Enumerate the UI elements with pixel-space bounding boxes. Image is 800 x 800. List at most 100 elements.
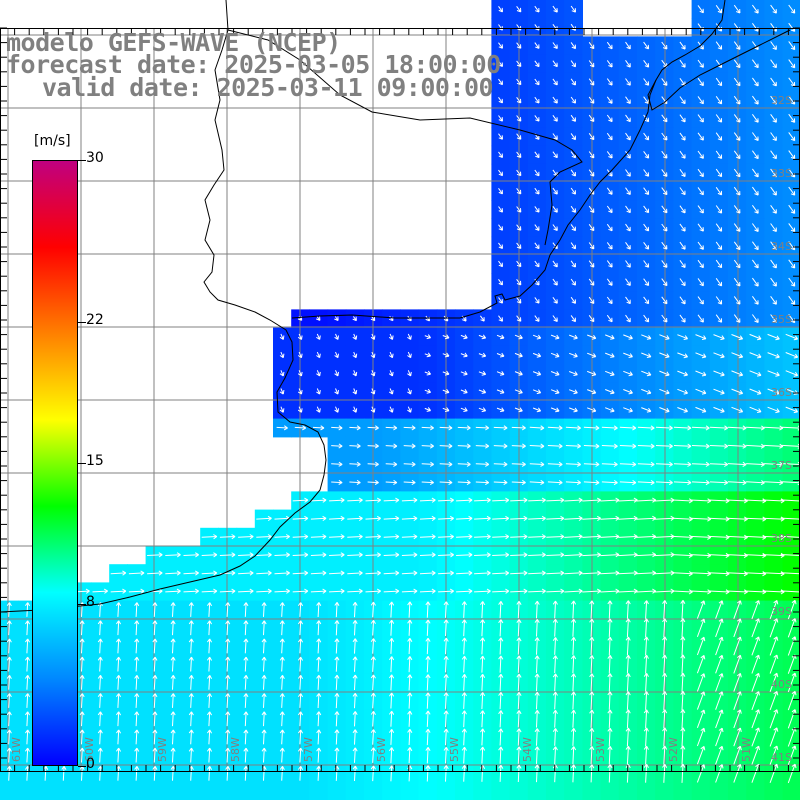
wind-arrow — [589, 709, 595, 728]
wind-arrow — [731, 406, 744, 413]
wind-arrow — [514, 407, 523, 413]
wind-arrow — [550, 389, 560, 395]
wind-arrow — [731, 370, 744, 377]
colorbar-tick-mark — [78, 766, 86, 767]
wind-arrow — [601, 443, 618, 449]
wind-arrow — [625, 169, 631, 177]
wind-arrow — [623, 370, 633, 377]
wind-arrow — [388, 406, 394, 413]
wind-arrow — [570, 764, 577, 783]
wind-arrow — [655, 425, 673, 431]
wind-arrow — [570, 673, 577, 692]
wind-arrow — [152, 620, 158, 636]
wind-arrow — [788, 204, 796, 214]
wind-arrow — [733, 114, 741, 123]
wind-arrow — [696, 618, 706, 637]
wind-arrow — [316, 747, 322, 763]
wind-arrow — [510, 515, 528, 522]
wind-arrow — [425, 656, 431, 673]
wind-arrow — [498, 6, 503, 13]
wind-arrow — [751, 745, 760, 765]
colorbar-unit: [m/s] — [34, 133, 71, 149]
wind-arrow — [661, 41, 668, 50]
wind-arrow — [727, 443, 747, 449]
wind-arrow — [727, 425, 747, 431]
wind-arrow — [733, 745, 742, 765]
wind-arrow — [715, 41, 723, 50]
wind-arrow — [243, 638, 249, 654]
wind-arrow — [589, 600, 595, 619]
wind-arrow — [625, 223, 631, 232]
wind-arrow — [492, 552, 510, 558]
wind-arrow — [788, 77, 796, 87]
wind-arrow — [733, 727, 742, 747]
wind-arrow — [425, 710, 431, 727]
wind-vectors — [6, 4, 800, 784]
wind-arrow — [661, 205, 668, 214]
wind-arrow — [274, 552, 290, 558]
wind-arrow — [680, 600, 686, 620]
wind-arrow — [24, 656, 31, 672]
wind-arrow — [569, 407, 578, 413]
wind-arrow — [6, 729, 12, 745]
wind-arrow — [370, 638, 376, 654]
longitude-label: 57W — [302, 737, 315, 762]
wind-arrow — [115, 675, 122, 690]
wind-arrow — [297, 333, 303, 340]
wind-arrow — [243, 711, 249, 727]
wind-arrow — [679, 223, 686, 232]
wind-arrow — [733, 636, 742, 656]
latitude-label: 36S — [771, 386, 792, 399]
wind-arrow — [625, 278, 631, 286]
wind-arrow — [24, 693, 31, 708]
wind-arrow — [385, 443, 398, 449]
wind-arrow — [643, 764, 649, 783]
wind-arrow — [331, 443, 343, 449]
wind-arrow — [79, 675, 85, 690]
wind-arrow — [619, 479, 637, 486]
wind-arrow — [534, 60, 540, 68]
wind-arrow — [625, 78, 631, 86]
wind-arrow — [261, 693, 267, 708]
wind-arrow — [403, 443, 416, 449]
wind-arrow — [479, 728, 486, 746]
wind-arrow — [316, 729, 322, 745]
wind-arrow — [438, 588, 454, 594]
wind-arrow — [460, 407, 468, 412]
wind-arrow — [564, 515, 583, 522]
wind-arrow — [292, 534, 309, 540]
wind-arrow — [97, 747, 103, 763]
wind-arrow — [385, 425, 398, 431]
wind-arrow — [564, 570, 583, 576]
wind-cell — [746, 782, 765, 800]
wind-arrow — [496, 389, 505, 394]
wind-arrow — [565, 461, 581, 467]
wind-arrow — [606, 205, 613, 214]
wind-arrow — [370, 601, 376, 618]
wind-arrow — [331, 461, 343, 467]
wind-arrow — [201, 534, 218, 540]
wind-arrow — [456, 515, 473, 522]
wind-arrow — [733, 709, 742, 729]
wind-arrow — [643, 205, 650, 214]
wind-arrow — [334, 638, 340, 654]
wind-arrow — [641, 407, 652, 413]
wind-arrow — [24, 711, 31, 727]
wind-arrow — [788, 59, 796, 69]
wind-arrow — [534, 151, 540, 159]
wind-arrow — [188, 656, 194, 672]
wind-arrow — [516, 151, 522, 158]
wind-arrow — [770, 296, 777, 305]
wind-arrow — [733, 186, 741, 196]
wind-arrow — [643, 242, 650, 250]
wind-arrow — [764, 443, 784, 449]
wind-arrow — [679, 278, 686, 287]
wind-arrow — [498, 169, 503, 177]
wind-arrow — [769, 654, 779, 674]
wind-arrow — [443, 710, 449, 728]
wind-arrow — [297, 406, 303, 413]
wind-arrow — [643, 151, 650, 159]
wind-arrow — [297, 711, 304, 727]
wind-arrow — [550, 352, 560, 358]
wind-arrow — [407, 601, 413, 618]
